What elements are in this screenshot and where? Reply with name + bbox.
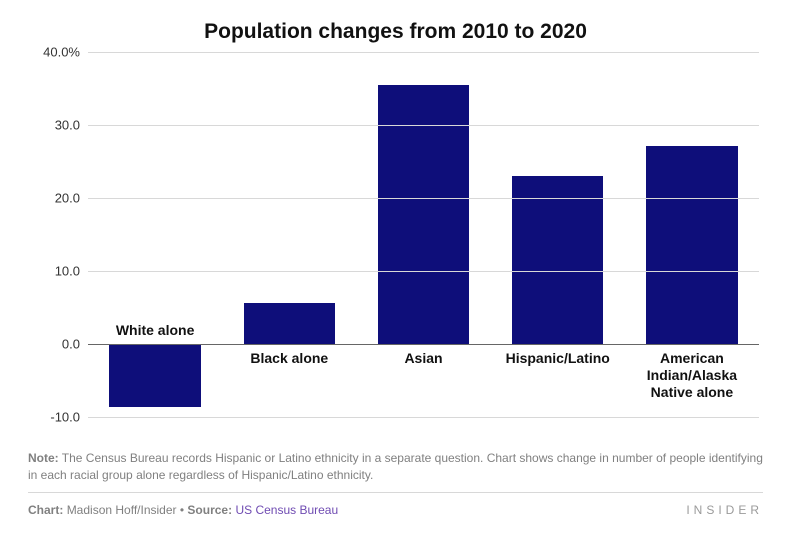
bar-slot: White alone: [88, 52, 222, 432]
gridline: [88, 125, 759, 126]
gridline: [88, 52, 759, 53]
y-tick-label: -10.0: [50, 410, 80, 425]
bar-slot: American Indian/Alaska Native alone: [625, 52, 759, 432]
credits-chart-lead: Chart:: [28, 503, 63, 517]
gridline: [88, 198, 759, 199]
y-tick-label: 30.0: [55, 118, 80, 133]
category-label: White alone: [88, 322, 222, 339]
y-tick-label: 0.0: [62, 337, 80, 352]
y-tick-label: 10.0: [55, 264, 80, 279]
bar-slot: Black alone: [222, 52, 356, 432]
page-title: Population changes from 2010 to 2020: [28, 20, 763, 44]
bar: [646, 146, 737, 344]
category-label: American Indian/Alaska Native alone: [625, 350, 759, 400]
y-tick-label: 20.0: [55, 191, 80, 206]
chart-container: -10.00.010.020.030.040.0% White aloneBla…: [28, 52, 763, 432]
bar-slot: Asian: [356, 52, 490, 432]
footnote-text: The Census Bureau records Hispanic or La…: [28, 451, 763, 482]
footer-divider: [28, 492, 763, 493]
brand-mark: INSIDER: [686, 503, 763, 517]
credits-source-lead: Source:: [187, 503, 232, 517]
gridline: [88, 417, 759, 418]
credits-chart-text: Madison Hoff/Insider: [67, 503, 177, 517]
credits: Chart: Madison Hoff/Insider • Source: US…: [28, 503, 338, 517]
chart-footnote: Note: The Census Bureau records Hispanic…: [28, 450, 763, 484]
plot-area: White aloneBlack aloneAsianHispanic/Lati…: [88, 52, 759, 432]
bar-slot: Hispanic/Latino: [491, 52, 625, 432]
bar: [512, 176, 603, 344]
gridline: [88, 271, 759, 272]
bar: [109, 344, 200, 407]
y-tick-label: 40.0%: [43, 45, 80, 60]
category-label: Asian: [356, 350, 490, 367]
category-label: Black alone: [222, 350, 356, 367]
bar: [378, 85, 469, 344]
footnote-lead: Note:: [28, 451, 59, 465]
y-axis: -10.00.010.020.030.040.0%: [28, 52, 88, 432]
credits-row: Chart: Madison Hoff/Insider • Source: US…: [28, 503, 763, 517]
source-link[interactable]: US Census Bureau: [235, 503, 338, 517]
category-label: Hispanic/Latino: [491, 350, 625, 367]
bar: [244, 303, 335, 344]
credits-sep: •: [177, 503, 188, 517]
gridline: [88, 344, 759, 345]
bars-layer: White aloneBlack aloneAsianHispanic/Lati…: [88, 52, 759, 432]
